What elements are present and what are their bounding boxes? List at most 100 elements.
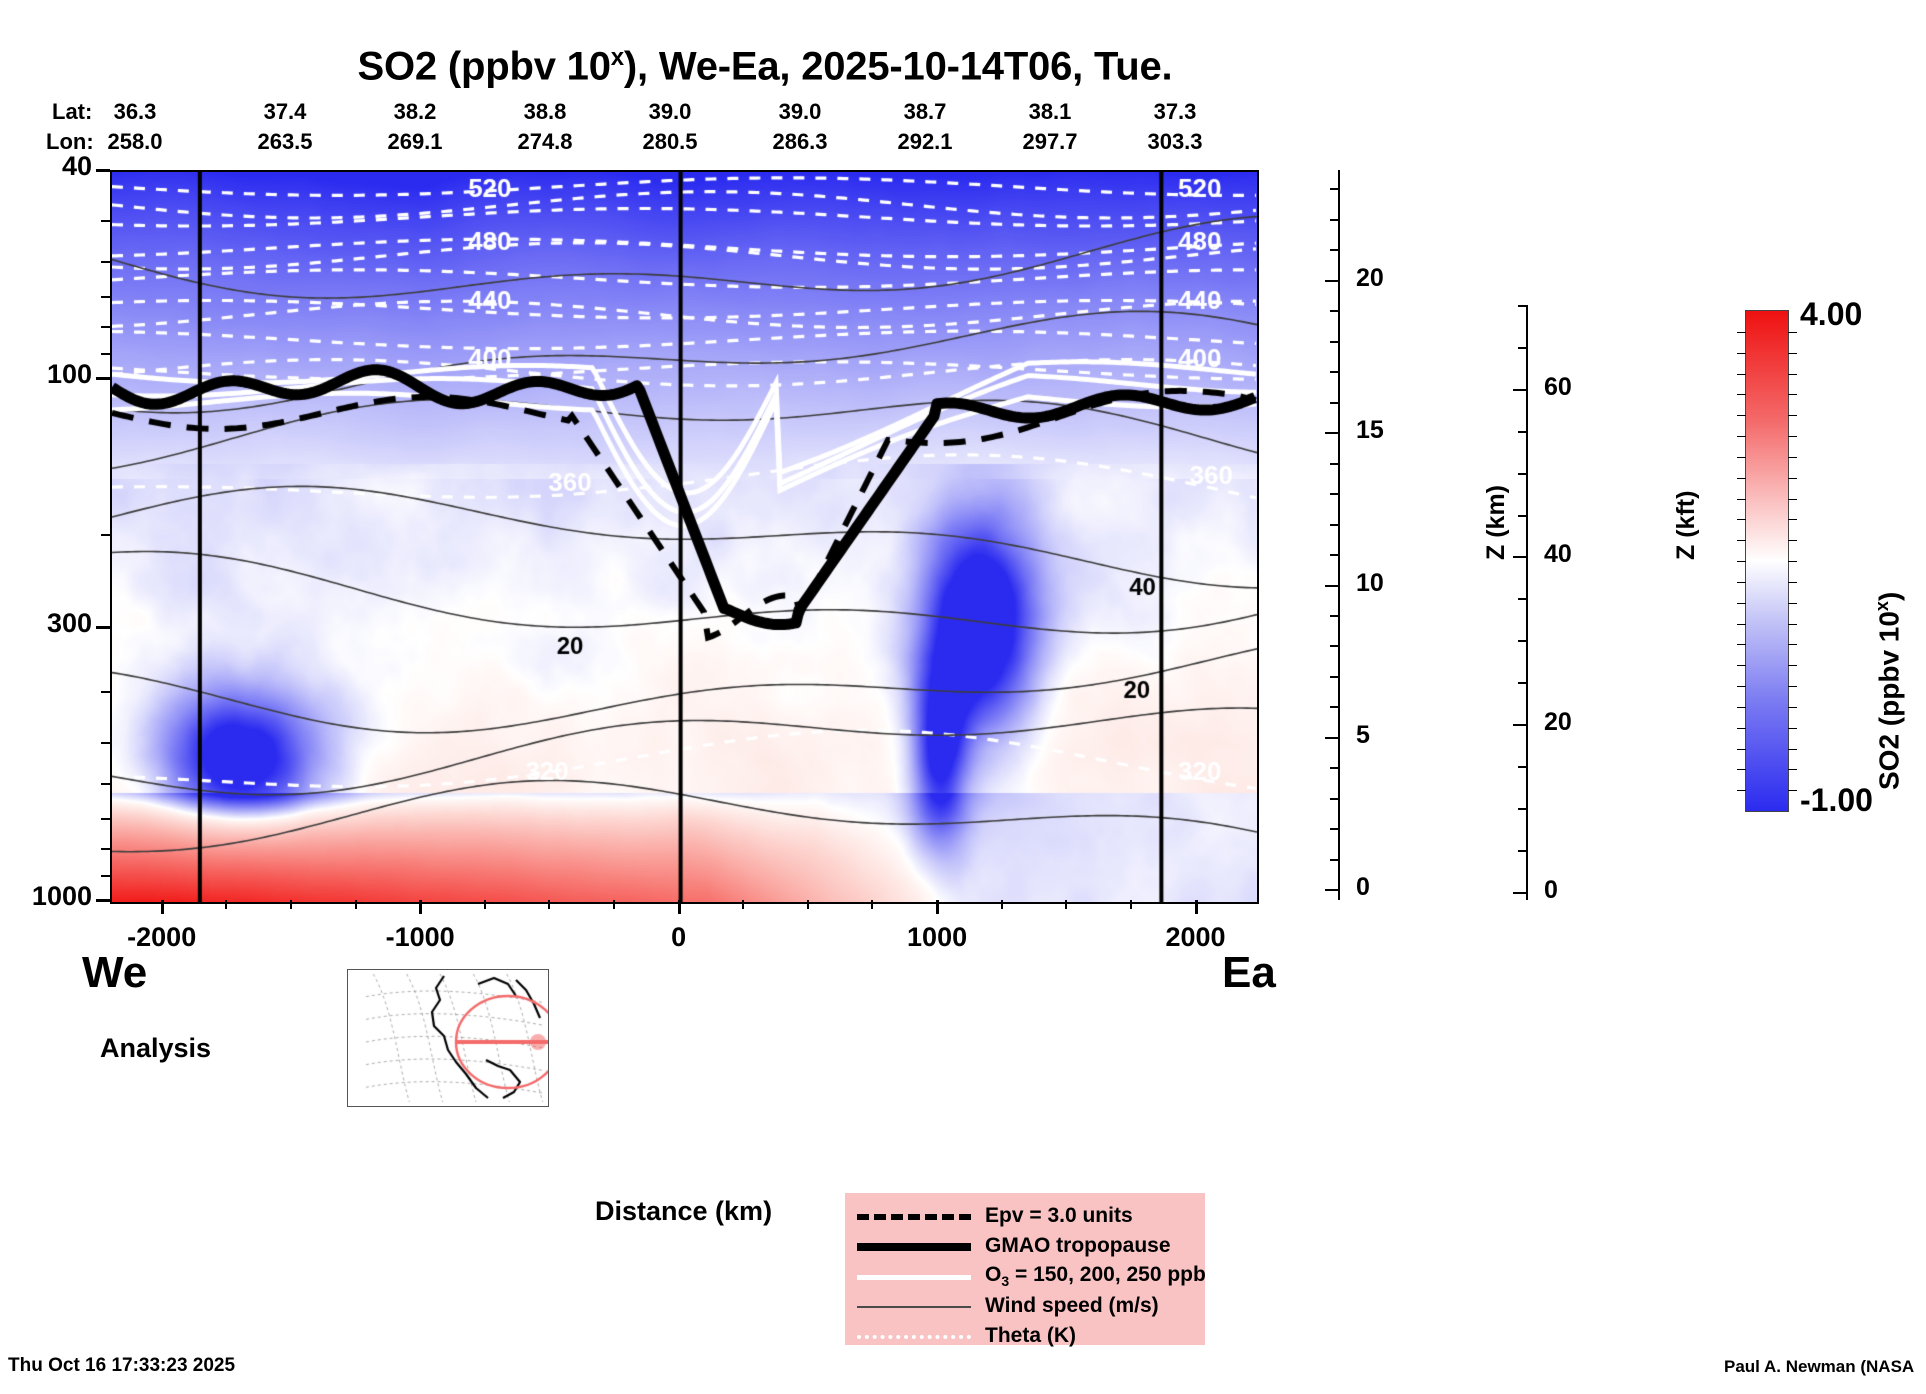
colorbar-tick [1788,331,1797,333]
colorbar-title-superscript: x [1872,601,1892,612]
colorbar-tick [1788,727,1797,729]
colorbar-tick [1737,373,1746,375]
z-km-minor-tick [1330,767,1338,770]
distance-minor-tick [1129,900,1132,909]
z-km-tick-label: 20 [1356,263,1384,292]
z-km-tick-label: 15 [1356,416,1384,445]
z-km-tick [1325,279,1338,282]
z-km-minor-tick [1330,310,1338,313]
colorbar-tick [1788,540,1797,542]
colorbar-tick [1737,456,1746,458]
z-km-minor-tick [1330,645,1338,648]
pressure-minor-tick [101,741,110,744]
z-kft-axis-title: Z (kft) [1672,490,1700,560]
z-kft-tick [1513,724,1526,726]
pressure-minor-tick [101,260,110,263]
legend-label: O3 = 150, 200, 250 ppb [985,1262,1206,1290]
lon-value: 303.3 [1147,129,1203,154]
distance-minor-tick [871,900,874,909]
z-kft-minor-tick [1518,514,1526,517]
z-km-tick [1325,889,1338,892]
z-kft-tick [1513,556,1526,559]
colorbar-tick [1788,394,1797,396]
z-kft-minor-tick [1518,807,1526,810]
lon-value: 286.3 [772,129,828,154]
distance-minor-tick [806,900,809,909]
lat-value: 37.3 [1153,99,1197,124]
z-km-minor-tick [1330,401,1338,404]
legend-label: Theta (K) [985,1324,1076,1347]
colorbar-tick [1737,686,1746,687]
distance-minor-tick [483,900,486,909]
colorbar-title-rest: ) [1873,591,1905,602]
colorbar-tick [1788,706,1797,708]
legend-swatch-white-solid [845,1261,975,1291]
z-kft-minor-tick [1518,305,1526,307]
colorbar-tick [1788,623,1797,625]
pressure-tick-label: 100 [46,358,92,389]
legend-swatch-thin-gray [845,1291,975,1321]
z-km-minor-tick [1330,188,1338,191]
colorbar-tick [1737,477,1746,479]
z-km-tick [1325,584,1338,587]
distance-tick-label: 0 [671,922,687,952]
distance-minor-tick [289,900,292,909]
pressure-tick-label: 1000 [31,881,92,911]
distance-tick-label: 1000 [907,922,968,952]
pressure-minor-tick [101,534,110,536]
z-kft-tick-label: 60 [1544,372,1572,401]
distance-tick [419,900,423,914]
z-km-axis: 20 15 10 5 0 [1325,170,1384,901]
pressure-tick [96,169,110,172]
z-km-minor-tick [1330,858,1338,861]
z-kft-minor-tick [1518,430,1526,433]
colorbar-tick [1737,706,1746,708]
lat-row: Lat: [52,99,92,125]
z-kft-minor-tick [1518,682,1526,685]
colorbar-tick [1788,748,1797,750]
z-km-minor-tick [1330,615,1338,617]
inset-location-map[interactable] [347,969,549,1107]
lat-value: 38.8 [523,99,567,124]
colorbar-tick [1737,581,1746,583]
z-kft-axis: 60 40 20 0 [1513,305,1572,904]
colorbar-tick [1788,456,1797,458]
z-km-minor-tick [1330,340,1338,343]
colorbar-tick [1737,394,1746,396]
pressure-tick-label: 40 [61,151,92,181]
colorbar-tick [1788,436,1797,437]
colorbar-tick [1737,769,1746,771]
lat-value: 38.1 [1028,99,1072,124]
z-kft-minor-tick [1518,849,1526,852]
colorbar-tick [1737,644,1746,646]
cross-section-plot[interactable] [110,170,1259,904]
colorbar-tick [1788,644,1797,646]
page-title: SO2 (ppbv 10x), We-Ea, 2025-10-14T06, Tu… [0,44,1530,89]
z-km-minor-tick [1330,249,1338,252]
distance-minor-tick [1065,900,1068,909]
z-km-minor-tick [1330,523,1338,526]
lat-value: 39.0 [778,99,822,124]
z-km-tick [1325,432,1338,435]
distance-tick [936,900,940,914]
colorbar-tick [1737,352,1746,354]
z-km-minor-tick [1330,462,1338,465]
z-kft-minor-tick [1518,765,1526,768]
inset-map-canvas [348,970,548,1106]
legend-item: Wind speed (m/s) [845,1291,1205,1321]
colorbar-tick [1737,540,1746,542]
colorbar-tick [1737,436,1746,437]
pressure-tick [96,625,110,629]
pressure-minor-tick [101,818,110,821]
z-km-minor-tick [1330,554,1338,557]
legend-item: GMAO tropopause [845,1231,1205,1261]
lon-value: 269.1 [387,129,443,154]
colorbar[interactable] [1737,310,1797,812]
colorbar-tick [1788,602,1797,604]
colorbar-tick [1737,790,1746,792]
page-title-main: SO2 (ppbv 10 [357,44,611,89]
colorbar-tick [1737,498,1746,500]
pressure-minor-tick [101,691,110,694]
z-km-axis-title: Z (km) [1482,485,1510,560]
z-kft-tick-label: 40 [1544,540,1572,569]
